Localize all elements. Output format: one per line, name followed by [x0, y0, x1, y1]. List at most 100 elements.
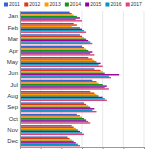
bars	[20, 12, 119, 147]
bar	[20, 141, 74, 142]
grid-line	[102, 11, 103, 147]
bar	[20, 107, 90, 108]
tick: Oct	[9, 116, 20, 122]
tick-label: Aug	[7, 93, 18, 99]
bar	[20, 39, 86, 40]
legend-label: 2012	[29, 1, 40, 7]
bar	[20, 145, 80, 146]
tick-label: Jul	[10, 82, 18, 88]
bar	[20, 66, 103, 67]
tick-label: Feb	[8, 25, 19, 31]
tick-mark	[123, 147, 124, 149]
tick: Aug	[7, 93, 20, 99]
bar	[20, 91, 90, 92]
bar	[20, 97, 103, 98]
tick: May	[7, 59, 20, 65]
tick-label: Jan	[8, 13, 18, 19]
bar	[20, 41, 90, 42]
tick-mark	[82, 147, 83, 149]
bar	[20, 71, 103, 72]
bar	[20, 84, 103, 85]
axis-line	[20, 12, 21, 148]
legend: 2011201220132014201520162017	[4, 1, 142, 7]
bar	[20, 121, 88, 122]
bar	[20, 118, 84, 119]
tick-label: Jun	[8, 70, 18, 76]
legend-swatch	[24, 3, 28, 7]
bar	[20, 108, 94, 109]
bar	[20, 125, 72, 126]
bar	[20, 29, 82, 30]
bar	[20, 23, 74, 24]
bar	[20, 92, 94, 93]
tick	[144, 147, 145, 149]
bar	[20, 138, 70, 139]
bar	[20, 31, 86, 32]
bar	[20, 100, 107, 101]
bar	[20, 94, 96, 95]
bar	[20, 54, 94, 55]
bar	[20, 61, 96, 62]
bar	[20, 81, 96, 82]
chart: JanFebMarAprMayJunJulAugSepOctNovDec2011…	[0, 0, 150, 150]
bar	[20, 36, 82, 37]
tick: Jun	[8, 70, 20, 76]
bar	[20, 34, 80, 35]
grid	[20, 11, 144, 147]
bar	[20, 19, 76, 20]
bar	[20, 80, 92, 81]
bar	[20, 102, 84, 103]
bar	[20, 95, 99, 96]
grid-line	[123, 11, 124, 147]
bar	[20, 20, 82, 21]
legend-label: 2011	[9, 1, 20, 7]
tick-label: Oct	[9, 116, 19, 122]
bar	[20, 104, 86, 105]
bar	[20, 26, 72, 27]
y-axis: JanFebMarAprMayJunJulAugSepOctNovDec	[7, 12, 21, 148]
bar	[20, 68, 94, 69]
legend-swatch	[4, 3, 8, 7]
bar	[20, 74, 119, 75]
axis-line	[21, 148, 145, 150]
bar	[20, 144, 78, 145]
bar	[20, 73, 105, 74]
bar	[20, 129, 78, 130]
bar	[20, 131, 80, 132]
bar	[20, 139, 72, 140]
bar	[20, 85, 107, 86]
tick-label: Mar	[8, 36, 18, 42]
legend-swatch	[126, 3, 130, 7]
bar	[20, 57, 88, 58]
tick: Sep	[7, 104, 20, 110]
legend-label: 2016	[110, 1, 121, 7]
bar	[20, 50, 88, 51]
tick: Jan	[8, 13, 20, 19]
bar	[20, 115, 80, 116]
legend-swatch	[85, 3, 89, 7]
series	[20, 20, 111, 146]
bar	[20, 105, 88, 106]
tick-label: Nov	[7, 127, 18, 133]
tick-mark	[61, 147, 62, 149]
bar	[20, 58, 92, 59]
legend-swatch	[105, 3, 109, 7]
tick	[41, 147, 42, 149]
bar	[20, 27, 80, 28]
tick-mark	[103, 147, 104, 149]
tick: Mar	[8, 36, 20, 42]
bar	[20, 117, 82, 118]
bar	[20, 48, 86, 49]
bar	[20, 40, 88, 41]
tick: Dec	[7, 138, 20, 144]
tick: Jul	[10, 82, 20, 88]
tick-mark	[41, 147, 42, 149]
tick	[82, 147, 83, 149]
tick-label: Dec	[7, 138, 18, 144]
tick	[123, 147, 124, 149]
series	[20, 19, 109, 145]
legend-label: 2015	[90, 1, 101, 7]
bar	[20, 12, 70, 13]
tick	[103, 147, 104, 149]
bar	[20, 37, 84, 38]
